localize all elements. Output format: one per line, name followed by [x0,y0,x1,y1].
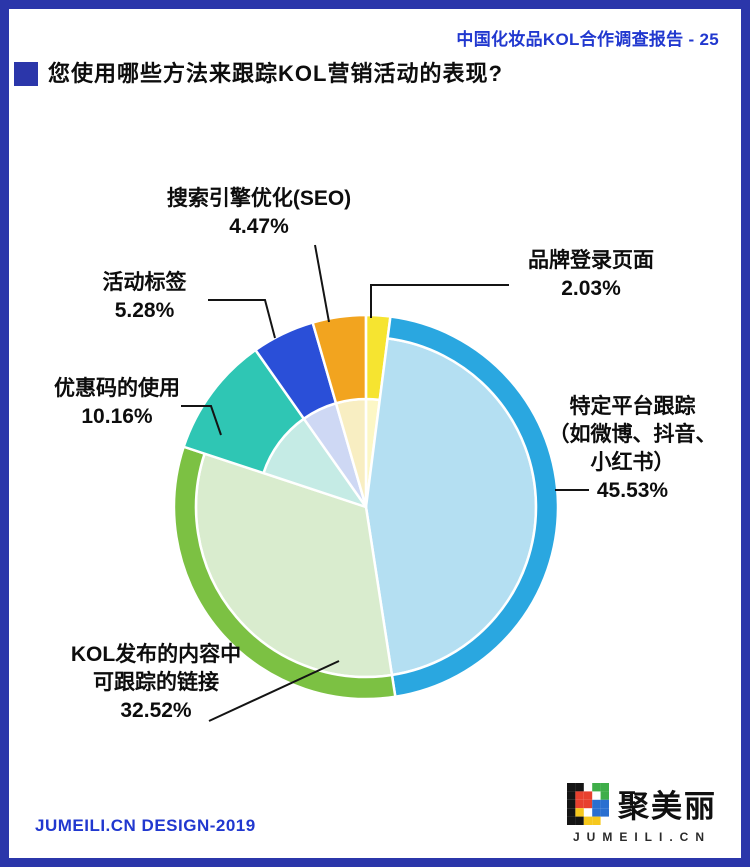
callout-connector-hashtag [208,299,276,339]
question-title-block: 您使用哪些方法来跟踪KOL营销活动的表现? [14,59,503,89]
pie-chart-area: 搜索引擎优化(SEO) 4.47% 品牌登录页面 2.03% 活动标签 5.28… [9,149,741,749]
title-bullet-square [14,62,38,86]
callout-connector-landing-page [370,284,509,318]
callout-hashtag-label: 活动标签 [102,271,187,294]
callout-kol-links: KOL发布的内容中 可跟踪的链接 32.52% [17,641,295,725]
callout-connector-seo [314,244,330,323]
jumeili-logo-text: 聚美丽 [618,789,717,824]
callout-platform-label-line3: 小红书） [590,451,675,474]
callout-kol-links-value: 32.52% [120,699,192,722]
pie-chart [172,244,589,722]
callout-platform-label-line2: （如微博、抖音、 [548,423,717,446]
callout-seo: 搜索引擎优化(SEO) 4.47% [137,185,381,241]
callout-connector-coupon [181,405,222,436]
design-credit: JUMEILI.CN DESIGN-2019 [35,816,256,835]
callout-hashtag-value: 5.28% [114,299,175,322]
jumeili-logo-domain: JUMEILI.CN [572,830,711,844]
callout-coupon: 优惠码的使用 10.16% [17,375,217,431]
report-series-title: 中国化妆品KOL合作调查报告 - 25 [456,30,719,49]
callout-coupon-value: 10.16% [81,405,153,428]
callout-platform: 特定平台跟踪 （如微博、抖音、 小红书） 45.53% [511,393,741,505]
callout-connector-kol-links [208,660,340,722]
callout-coupon-label: 优惠码的使用 [54,377,180,400]
callout-kol-links-label-line1: KOL发布的内容中 [70,643,242,666]
callout-hashtag: 活动标签 5.28% [47,269,242,325]
jumeili-logo: 聚美丽 JUMEILI.CN [567,781,717,844]
callout-platform-value: 45.53% [596,479,669,502]
callout-landing-page-label: 品牌登录页面 [528,249,654,272]
callout-platform-label-line1: 特定平台跟踪 [569,395,696,418]
pie-segments-group [172,313,560,701]
callout-seo-value: 4.47% [229,215,289,238]
callout-landing-page-value: 2.03% [561,277,621,300]
page-title: 您使用哪些方法来跟踪KOL营销活动的表现? [48,61,503,86]
callout-landing-page: 品牌登录页面 2.03% [471,247,711,303]
callout-seo-label: 搜索引擎优化(SEO) [166,187,352,210]
jumeili-logo-row: 聚美丽 [567,781,717,826]
callout-kol-links-label-line2: 可跟踪的链接 [93,671,219,694]
jumeili-logo-icon [567,782,609,825]
